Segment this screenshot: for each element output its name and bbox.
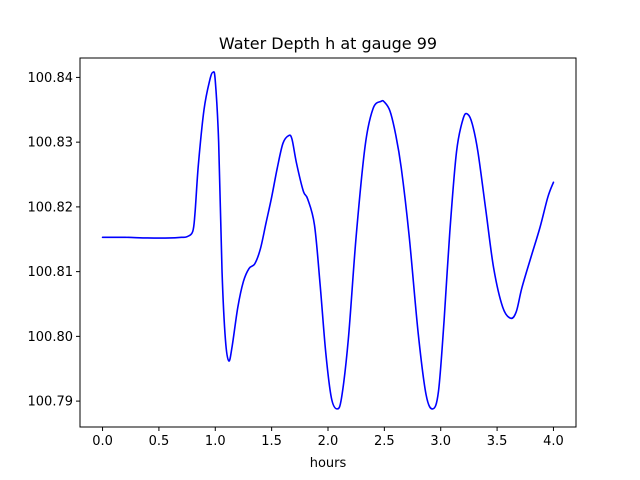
y-tick-label: 100.81 xyxy=(28,265,74,280)
x-tick-label: 2.0 xyxy=(318,434,339,449)
x-tick-label: 0.5 xyxy=(149,434,170,449)
x-axis-label: hours xyxy=(310,456,347,471)
x-tick-label: 2.5 xyxy=(374,434,395,449)
x-tick-label: 1.5 xyxy=(261,434,282,449)
plot-area xyxy=(101,71,555,410)
x-tick-label: 1.0 xyxy=(205,434,226,449)
y-tick-label: 100.84 xyxy=(28,71,74,86)
y-tick-label: 100.83 xyxy=(28,136,74,151)
y-axis-ticks: 100.79 100.80 100.81 100.82 100.83 100.84 xyxy=(28,71,80,410)
plot-frame xyxy=(79,57,577,428)
x-axis-ticks: 0.0 0.5 1.0 1.5 2.0 2.5 3.0 3.5 4.0 xyxy=(92,427,564,449)
x-tick-label: 3.0 xyxy=(430,434,451,449)
x-tick-label: 0.0 xyxy=(92,434,113,449)
y-tick-label: 100.79 xyxy=(28,395,74,410)
x-tick-label: 4.0 xyxy=(543,434,564,449)
x-tick-label: 3.5 xyxy=(487,434,508,449)
y-tick-label: 100.82 xyxy=(28,200,74,215)
chart-title: Water Depth h at gauge 99 xyxy=(219,34,437,53)
series-line xyxy=(101,71,555,410)
y-tick-label: 100.80 xyxy=(28,330,74,345)
